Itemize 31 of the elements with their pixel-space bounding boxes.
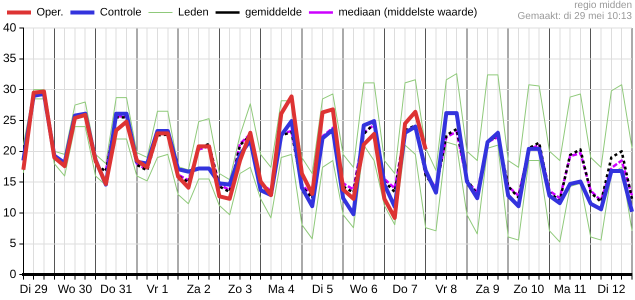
legend-label: Controle: [100, 6, 142, 19]
y-tick-label: 5: [10, 236, 17, 250]
x-tick-label: Ma 11: [554, 282, 587, 296]
x-tick-label: Ma 4: [268, 282, 295, 296]
x-tick-label: Vr 1: [146, 282, 169, 296]
y-tick-label: 30: [2, 82, 17, 96]
x-tick-label: Wo 6: [350, 282, 378, 296]
x-tick-label: Wo 30: [58, 282, 92, 296]
x-tick-label: Di 5: [312, 282, 334, 296]
legend-label: Oper.: [36, 6, 64, 19]
legend-label: gemiddelde: [245, 6, 302, 19]
y-tick-label: 15: [2, 174, 17, 188]
y-tick-label: 10: [2, 205, 17, 220]
x-tick-label: Za 9: [476, 282, 500, 296]
x-tick-label: Do 31: [100, 282, 133, 296]
x-tick-label: Do 7: [392, 282, 418, 296]
x-tick-label: Zo 3: [228, 282, 252, 296]
y-tick-label: 20: [2, 144, 17, 158]
text: regio midden: [574, 0, 632, 11]
x-tick-label: Vr 8: [436, 282, 458, 296]
x-tick-label: Di 29: [20, 282, 48, 296]
text: Gemaakt: di 29 mei 10:13: [517, 10, 632, 22]
y-tick-label: 35: [2, 51, 17, 66]
y-tick-label: 40: [2, 20, 17, 34]
legend-label: mediaan (middelste waarde): [338, 6, 478, 19]
x-tick-label: Zo 10: [513, 282, 545, 296]
x-tick-label: Di 12: [597, 282, 626, 296]
y-tick-label: 25: [2, 112, 17, 127]
legend-label: Leden: [178, 6, 209, 19]
x-tick-label: Za 2: [186, 282, 212, 296]
y-tick-label: 0: [10, 266, 17, 281]
